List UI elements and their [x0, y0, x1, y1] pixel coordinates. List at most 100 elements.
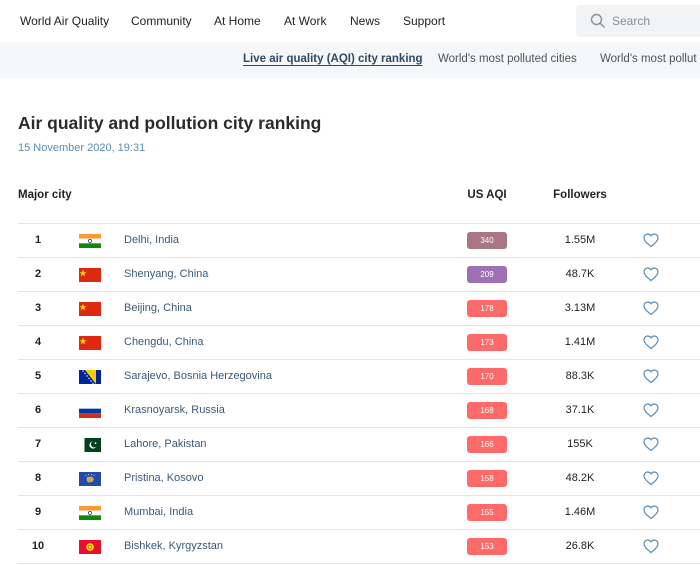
aqi-badge: 178	[467, 300, 507, 317]
heart-icon	[643, 267, 659, 282]
aqi-badge: 153	[467, 538, 507, 555]
heart-icon	[643, 301, 659, 316]
city-link[interactable]: Beijing, China	[124, 302, 192, 314]
city-link[interactable]: Pristina, Kosovo	[124, 472, 204, 484]
aqi-badge: 340	[467, 232, 507, 249]
city-link[interactable]: Krasnoyarsk, Russia	[124, 404, 225, 416]
search-box[interactable]: Search	[576, 5, 700, 37]
table-row: 2 Shenyang, China 209 48.7K	[18, 258, 700, 292]
column-header: Followers	[553, 189, 607, 201]
followers: 48.2K	[565, 472, 595, 484]
flag-icon	[79, 540, 101, 554]
followers: 88.3K	[565, 370, 595, 382]
ranking-table: 1 Delhi, India 340 1.55M 2 Shenyang, China 209…	[18, 223, 700, 564]
heart-icon	[643, 403, 659, 418]
aqi-badge: 158	[467, 470, 507, 487]
nav-link[interactable]: World Air Quality	[20, 14, 110, 28]
follow-button[interactable]	[643, 267, 659, 287]
follow-button[interactable]	[643, 301, 659, 321]
follow-button[interactable]	[643, 471, 659, 491]
followers: 48.7K	[565, 268, 595, 280]
table-row: 4 Chengdu, China 173 1.41M	[18, 326, 700, 360]
follow-button[interactable]	[643, 335, 659, 355]
search-icon	[590, 13, 605, 28]
followers: 3.13M	[564, 302, 596, 314]
follow-button[interactable]	[643, 539, 659, 559]
follow-button[interactable]	[643, 403, 659, 423]
nav-link[interactable]: News	[350, 14, 381, 28]
rank: 10	[31, 540, 45, 552]
nav-link[interactable]: At Home	[214, 14, 261, 28]
heart-icon	[643, 505, 659, 520]
table-row: 9 Mumbai, India 155 1.46M	[18, 496, 700, 530]
aqi-badge: 170	[467, 368, 507, 385]
city-link[interactable]: Bishkek, Kyrgyzstan	[124, 540, 224, 552]
timestamp: 15 November 2020, 19:31	[18, 142, 146, 154]
top-nav: Search World Air Quality Community At Home…	[0, 0, 700, 42]
flag-icon	[79, 472, 101, 486]
aqi-badge: 168	[467, 402, 507, 419]
nav-link[interactable]: Support	[403, 14, 446, 28]
aqi-badge: 166	[467, 436, 507, 453]
nav-link[interactable]: Community	[131, 14, 192, 28]
rank: 4	[34, 336, 42, 348]
rank: 1	[34, 234, 42, 246]
city-link[interactable]: Delhi, India	[124, 234, 180, 246]
page-title: Air quality and pollution city ranking	[18, 113, 322, 133]
follow-button[interactable]	[643, 437, 659, 457]
heart-icon	[643, 369, 659, 384]
followers: 1.41M	[564, 336, 596, 348]
search-placeholder: Search	[612, 14, 651, 28]
rank: 2	[34, 268, 42, 280]
followers: 1.46M	[564, 506, 596, 518]
table-row: 10 Bishkek, Kyrgyzstan 153 26.8K	[18, 530, 700, 564]
flag-icon	[79, 268, 101, 282]
follow-button[interactable]	[643, 505, 659, 525]
flag-icon	[79, 506, 101, 520]
rank: 7	[34, 438, 42, 450]
heart-icon	[643, 471, 659, 486]
aqi-badge: 173	[467, 334, 507, 351]
followers: 37.1K	[565, 404, 595, 416]
city-link[interactable]: Mumbai, India	[124, 506, 194, 518]
follow-button[interactable]	[643, 233, 659, 253]
city-link[interactable]: Shenyang, China	[124, 268, 209, 280]
column-header: US AQI	[467, 189, 507, 201]
tab-link[interactable]: World's most polluted cities	[438, 53, 577, 65]
heart-icon	[643, 233, 659, 248]
rank: 5	[34, 370, 42, 382]
sub-nav: Live air quality (AQI) city ranking World…	[0, 42, 700, 78]
rank: 6	[34, 404, 42, 416]
city-link[interactable]: Sarajevo, Bosnia Herzegovina	[124, 370, 272, 382]
aqi-badge: 155	[467, 504, 507, 521]
tab-link[interactable]: World's most pollut	[600, 53, 697, 65]
rank: 8	[34, 472, 42, 484]
flag-icon	[79, 234, 101, 248]
followers: 155K	[567, 438, 593, 450]
heart-icon	[643, 437, 659, 452]
city-link[interactable]: Lahore, Pakistan	[124, 438, 207, 450]
flag-icon	[79, 438, 101, 452]
flag-icon	[79, 336, 101, 350]
rank: 3	[34, 302, 42, 314]
flag-icon	[79, 370, 101, 384]
heart-icon	[643, 539, 659, 554]
heart-icon	[643, 335, 659, 350]
flag-icon	[79, 404, 101, 418]
table-row: 7 Lahore, Pakistan 166 155K	[18, 428, 700, 462]
nav-link[interactable]: At Work	[284, 14, 327, 28]
followers: 1.55M	[564, 234, 596, 246]
rank: 9	[34, 506, 42, 518]
followers: 26.8K	[565, 540, 595, 552]
city-link[interactable]: Chengdu, China	[124, 336, 204, 348]
table-row: 1 Delhi, India 340 1.55M	[18, 224, 700, 258]
table-row: 3 Beijing, China 178 3.13M	[18, 292, 700, 326]
tab-link[interactable]: Live air quality (AQI) city ranking	[243, 53, 423, 65]
flag-icon	[79, 302, 101, 316]
column-header: Major city	[18, 189, 72, 201]
table-row: 5 Sarajevo, Bosnia Herzegovina 170 88.3K	[18, 360, 700, 394]
aqi-badge: 209	[467, 266, 507, 283]
follow-button[interactable]	[643, 369, 659, 389]
